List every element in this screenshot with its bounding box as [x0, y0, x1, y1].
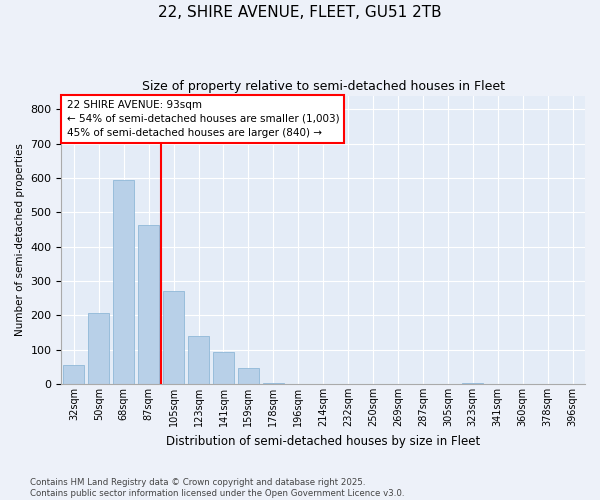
Text: 22 SHIRE AVENUE: 93sqm
← 54% of semi-detached houses are smaller (1,003)
45% of : 22 SHIRE AVENUE: 93sqm ← 54% of semi-det… — [67, 100, 339, 138]
Text: Contains HM Land Registry data © Crown copyright and database right 2025.
Contai: Contains HM Land Registry data © Crown c… — [30, 478, 404, 498]
Bar — [263, 383, 284, 384]
Title: Size of property relative to semi-detached houses in Fleet: Size of property relative to semi-detach… — [142, 80, 505, 93]
Bar — [88, 313, 109, 384]
Y-axis label: Number of semi-detached properties: Number of semi-detached properties — [15, 144, 25, 336]
Bar — [462, 383, 484, 384]
Bar — [138, 226, 159, 384]
Bar — [188, 336, 209, 384]
Text: 22, SHIRE AVENUE, FLEET, GU51 2TB: 22, SHIRE AVENUE, FLEET, GU51 2TB — [158, 5, 442, 20]
X-axis label: Distribution of semi-detached houses by size in Fleet: Distribution of semi-detached houses by … — [166, 434, 481, 448]
Bar — [213, 352, 234, 384]
Bar — [238, 368, 259, 384]
Bar — [163, 292, 184, 384]
Bar — [113, 180, 134, 384]
Bar — [63, 365, 85, 384]
